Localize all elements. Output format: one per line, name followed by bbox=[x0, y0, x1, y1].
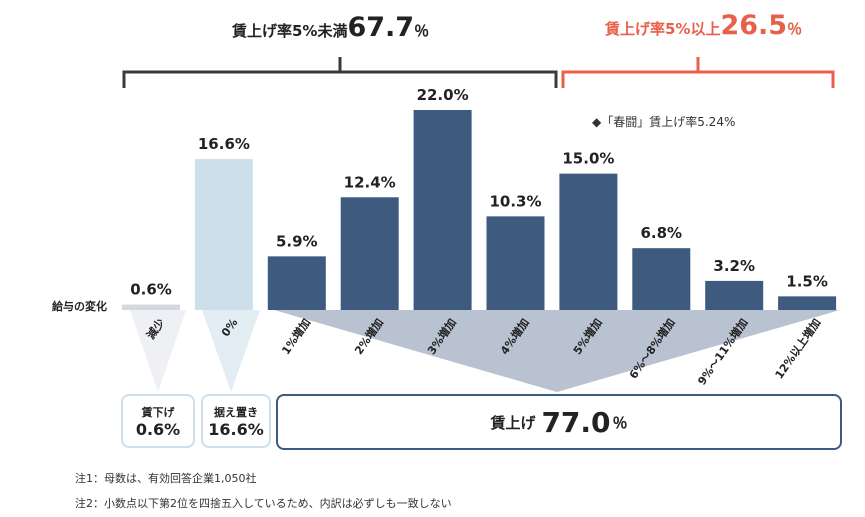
funnel-decrease bbox=[130, 310, 186, 392]
bar-value-label-6: 15.0% bbox=[562, 150, 614, 168]
over5-bracket bbox=[561, 57, 835, 88]
raise-box: 賃上げ 77.0 ％ bbox=[276, 394, 842, 450]
under5-heading: 賃上げ率5%未満67.7％ bbox=[232, 12, 429, 43]
bar-4 bbox=[413, 110, 472, 310]
bar-value-label-9: 1.5% bbox=[786, 272, 828, 290]
flat-label: 据え置き bbox=[214, 405, 258, 419]
bar-1 bbox=[194, 159, 253, 310]
bar-value-label-5: 10.3% bbox=[489, 192, 541, 210]
bar-3 bbox=[340, 197, 399, 310]
bar-value-label-3: 12.4% bbox=[344, 173, 396, 191]
over5-value: 26.5 bbox=[720, 10, 788, 41]
bar-value-label-8: 3.2% bbox=[713, 257, 755, 275]
raise-value: 77.0 bbox=[541, 405, 611, 439]
note-1: 注1：母数は、有効回答企業1,050社 bbox=[75, 472, 257, 485]
bar-value-label-4: 22.0% bbox=[417, 86, 469, 104]
bar-6 bbox=[559, 173, 618, 310]
bar-7 bbox=[632, 248, 691, 310]
bar-value-label-0: 0.6% bbox=[130, 281, 172, 299]
raise-unit: ％ bbox=[612, 413, 628, 432]
under5-value: 67.7 bbox=[347, 12, 415, 43]
under5-label: 賃上げ率5%未満 bbox=[232, 22, 348, 40]
decrease-label: 賃下げ bbox=[141, 405, 175, 419]
under5-bracket bbox=[122, 57, 558, 88]
category-label-2: 1%増加 bbox=[278, 316, 313, 357]
raise-label: 賃上げ bbox=[490, 413, 536, 432]
flat-box: 据え置き 16.6% bbox=[201, 394, 271, 448]
bar-value-label-2: 5.9% bbox=[276, 232, 318, 250]
decrease-box: 賃下げ 0.6% bbox=[121, 394, 195, 448]
bar-value-label-7: 6.8% bbox=[640, 224, 682, 242]
funnel-flat bbox=[202, 310, 260, 392]
decrease-value: 0.6% bbox=[135, 419, 181, 439]
under5-unit: ％ bbox=[414, 22, 430, 40]
funnel-raise bbox=[274, 310, 840, 392]
bar-9 bbox=[778, 296, 837, 310]
bar-value-label-1: 16.6% bbox=[198, 135, 250, 153]
over5-label: 賃上げ率5%以上 bbox=[605, 20, 721, 38]
over5-heading: 賃上げ率5%以上26.5％ bbox=[605, 10, 802, 41]
note-2: 注2：小数点以下第2位を四捨五入しているため、内訳は必ずしも一致しない bbox=[75, 497, 452, 510]
over5-unit: ％ bbox=[787, 20, 803, 38]
bar-8 bbox=[705, 280, 764, 310]
y-axis-label: 給与の変化 bbox=[52, 299, 107, 313]
bar-2 bbox=[267, 256, 326, 310]
bar-5 bbox=[486, 216, 545, 310]
annotation: ◆「春闘」賃上げ率5.24% bbox=[592, 114, 735, 129]
bar-0 bbox=[122, 304, 180, 310]
flat-value: 16.6% bbox=[208, 419, 264, 439]
